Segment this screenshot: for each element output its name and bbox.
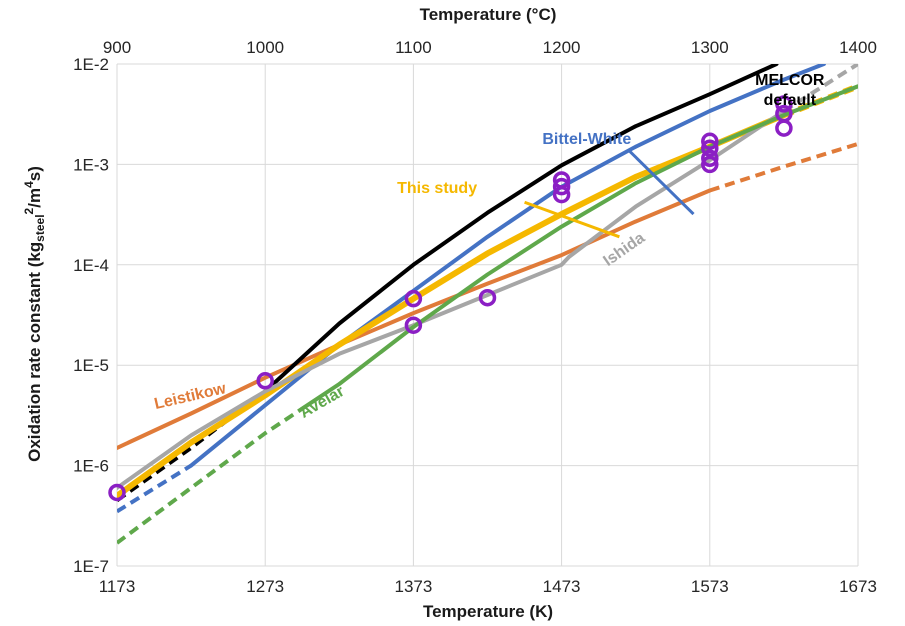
series-ishida-dashed	[782, 64, 858, 113]
data-point	[404, 289, 423, 308]
x-tick-label: 1473	[543, 577, 581, 596]
data-point	[552, 177, 571, 196]
x2-tick-label: 1200	[543, 38, 581, 57]
y-tick-label: 1E-5	[73, 356, 109, 375]
x-tick-label: 1673	[839, 577, 877, 596]
series-ishida-line	[117, 109, 786, 490]
x2-tick-label: 1300	[691, 38, 729, 57]
y-tick-label: 1E-3	[73, 155, 109, 174]
data-point	[701, 139, 719, 157]
y-tick-label: 1E-6	[73, 457, 109, 476]
series-lines	[117, 64, 858, 545]
grid	[116, 63, 859, 567]
y-tick-label: 1E-4	[73, 256, 109, 275]
series-this-study-line	[117, 112, 787, 499]
label-bittel-white: Bittel-White	[542, 131, 631, 148]
label-avelar: Avelar	[297, 383, 347, 422]
x2-tick-label: 1000	[246, 38, 284, 57]
x-tick-label: 1373	[394, 577, 432, 596]
y-tick-label: 1E-2	[73, 55, 109, 74]
x-tick-label: 1573	[691, 577, 729, 596]
pointer-this-study	[524, 200, 620, 239]
data-point	[404, 316, 423, 334]
series-leistikow-dashed	[709, 141, 858, 193]
label-melcor: MELCOR	[755, 72, 825, 89]
x2-tick-label: 900	[103, 38, 131, 57]
series-labels: MELCOR default Bittel-White This study Leist…	[153, 72, 825, 422]
x2-tick-label: 1100	[395, 38, 432, 57]
y-tick-label: 1E-7	[73, 557, 109, 576]
data-point	[552, 185, 571, 204]
label-leistikow: Leistikow	[153, 380, 228, 413]
data-point	[701, 149, 719, 168]
data-markers	[108, 95, 793, 502]
label-default: default	[764, 92, 817, 109]
data-point	[478, 288, 497, 307]
data-point	[775, 119, 793, 137]
series-avelar-line	[300, 84, 858, 411]
data-point	[775, 95, 793, 113]
x-axis-title: Temperature (K)	[423, 602, 553, 621]
pointer-bittel-white	[628, 150, 695, 216]
series-bittel-white-line	[189, 64, 826, 468]
data-point	[701, 132, 719, 151]
x2-axis-title: Temperature (°C)	[420, 5, 557, 24]
tick-labels: 1173 1273 1373 1473 1573 1673 900 1000 1100 1200 1…	[73, 38, 877, 596]
data-point	[256, 372, 274, 390]
x-tick-label: 1273	[246, 577, 284, 596]
data-point	[701, 155, 719, 174]
series-bittel-white-dashed	[117, 463, 193, 514]
x2-tick-label: 1400	[839, 38, 877, 57]
x-tick-label: 1173	[99, 577, 136, 596]
series-melcor-default-line	[263, 64, 779, 394]
label-this-study: This study	[397, 180, 477, 197]
data-point	[108, 483, 126, 502]
y-axis-title: Oxidation rate constant (kgsteel2/m4s)	[22, 166, 47, 462]
